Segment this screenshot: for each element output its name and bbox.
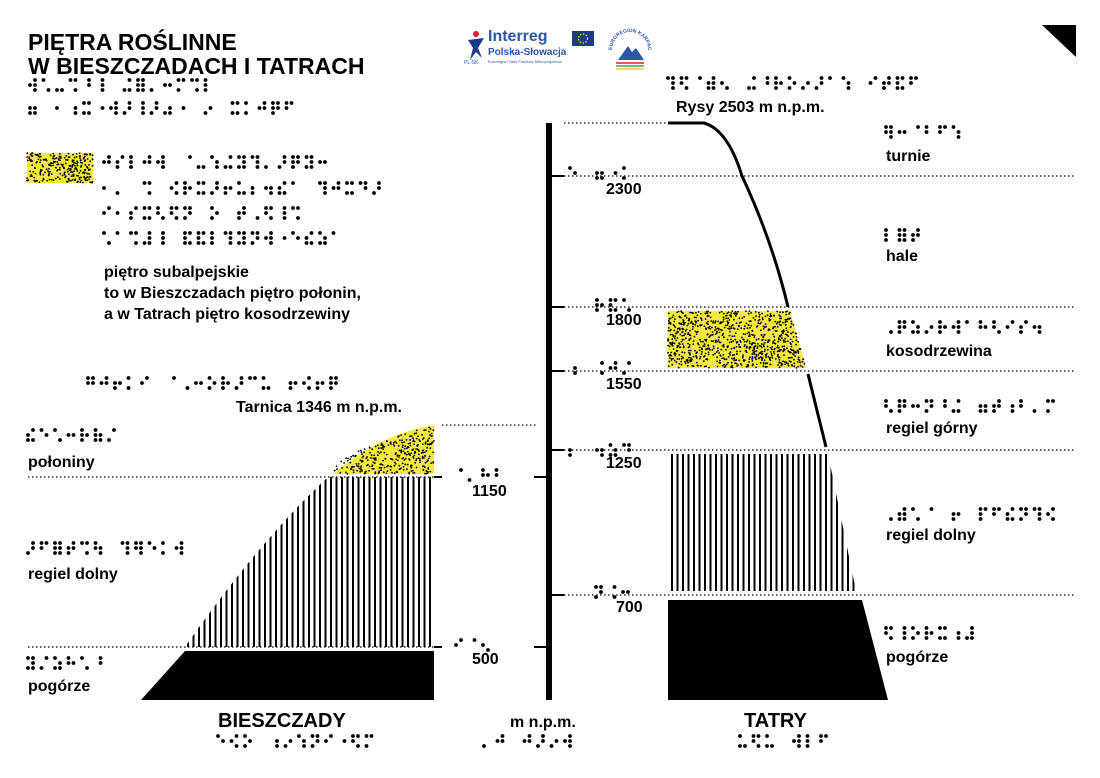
braille-regiel_d_b — [26, 541, 184, 555]
braille-title1 — [28, 78, 208, 92]
bieszczady-pogorze-zone — [141, 651, 434, 700]
altitude-axis — [546, 123, 552, 700]
braille-regiel_d_t — [889, 507, 1055, 521]
tatry-zone-label-kosodrzewina: kosodrzewina — [886, 343, 992, 360]
legend-line-3: a w Tatrach piętro kosodrzewiny — [104, 306, 350, 323]
braille-leg2 — [102, 181, 381, 195]
eu-flag-icon — [572, 31, 594, 46]
braille-hale — [884, 228, 920, 242]
bieszczady-zone-label-pogorze: pogórze — [28, 678, 91, 695]
interreg-logo: Interreg Polska-Słowacja Euroregion Tatr… — [462, 28, 597, 68]
tatry-zone-label-turnie: turnie — [886, 148, 931, 165]
braille-tarnica — [86, 376, 338, 390]
tatry-turnie-outline — [668, 121, 744, 177]
tatry-pogorze-zone — [668, 600, 888, 700]
title-line-2: W BIESZCZADACH I TATRACH — [28, 53, 365, 79]
bieszczady-regiel-dolny-zone — [185, 477, 434, 647]
legend-line-2: to w Bieszczadach piętro połonin, — [104, 285, 361, 302]
braille-kosodrzewina — [889, 320, 1042, 334]
bieszczady-range-name: BIESZCZADY — [218, 710, 346, 732]
interreg-note: Euroregion Tatry Fundusz Mikroprojektów — [488, 59, 562, 64]
tatry-regiel-gorny-outline — [806, 373, 828, 448]
rysy-peak-label: Rysy 2503 m n.p.m. — [676, 99, 825, 116]
braille-title2 — [28, 101, 294, 115]
tatry-zone-label-regiel-dolny: regiel dolny — [886, 527, 976, 544]
axis-label-500: 500 — [472, 651, 499, 668]
euroregion-logo: EUROREGION KARPACKI — [606, 26, 654, 72]
tarnica-peak-label: Tarnica 1346 m n.p.m. — [236, 399, 402, 416]
interreg-subtitle: Polska-Słowacja — [488, 47, 567, 58]
braille-t1800 — [595, 298, 631, 312]
interreg-figure-icon — [468, 31, 484, 60]
braille-unit — [482, 734, 572, 748]
euroregion-emblem-icon: EUROREGION KARPACKI — [606, 26, 652, 70]
bieszczady-zone-label-poloniny: połoniny — [28, 454, 95, 471]
interreg-wordmark: Interreg — [488, 28, 548, 45]
braille-leg1 — [102, 155, 327, 169]
tatry-zone-label-hale: hale — [886, 248, 919, 265]
braille-pogorze_t — [884, 626, 974, 640]
braille-t2300 — [568, 166, 626, 180]
braille-rysy — [666, 76, 918, 90]
tatry-zone-label-pogorze: pogórze — [886, 649, 949, 666]
legend-line-1: piętro subalpejskie — [104, 264, 249, 281]
axis-label-1150: 1150 — [472, 483, 507, 500]
tatry-hale-outline — [740, 175, 790, 308]
braille-regiel_g — [884, 399, 1055, 413]
braille-t1550 — [573, 361, 631, 375]
bieszczady-zone-label-regiel-dolny: regiel dolny — [28, 566, 118, 583]
braille-poloniny — [26, 428, 116, 442]
title-line-1: PIĘTRA ROŚLINNE — [28, 29, 237, 55]
axis-label-1550: 1550 — [606, 376, 642, 393]
axis-label-1800: 1800 — [606, 312, 642, 329]
braille-leg3 — [102, 206, 300, 220]
braille-bname — [216, 734, 374, 748]
axis-unit-label: m n.p.m. — [510, 714, 576, 731]
tatry-range-name: TATRY — [744, 710, 807, 732]
pl-sk-tag: PL-SK — [464, 60, 479, 66]
tatry-regiel-dolny-zone — [668, 454, 856, 591]
braille-turnie — [884, 125, 961, 139]
braille-t1250 — [568, 443, 631, 457]
axis-label-1250: 1250 — [606, 455, 642, 472]
braille-leg4 — [102, 231, 336, 245]
corner-orientation-mark — [1042, 25, 1076, 57]
braille-pogorze_b — [26, 656, 103, 670]
axis-label-2300: 2300 — [606, 181, 642, 198]
braille-tname — [738, 734, 828, 748]
tatry-zone-label-regiel-gorny: regiel górny — [886, 420, 978, 437]
braille-b500 — [454, 638, 490, 652]
legend-description: piętro subalpejskie to w Bieszczadach pi… — [104, 262, 361, 325]
axis-label-700: 700 — [616, 599, 643, 616]
braille-t700 — [594, 585, 630, 599]
braille-b1150 — [459, 468, 499, 482]
